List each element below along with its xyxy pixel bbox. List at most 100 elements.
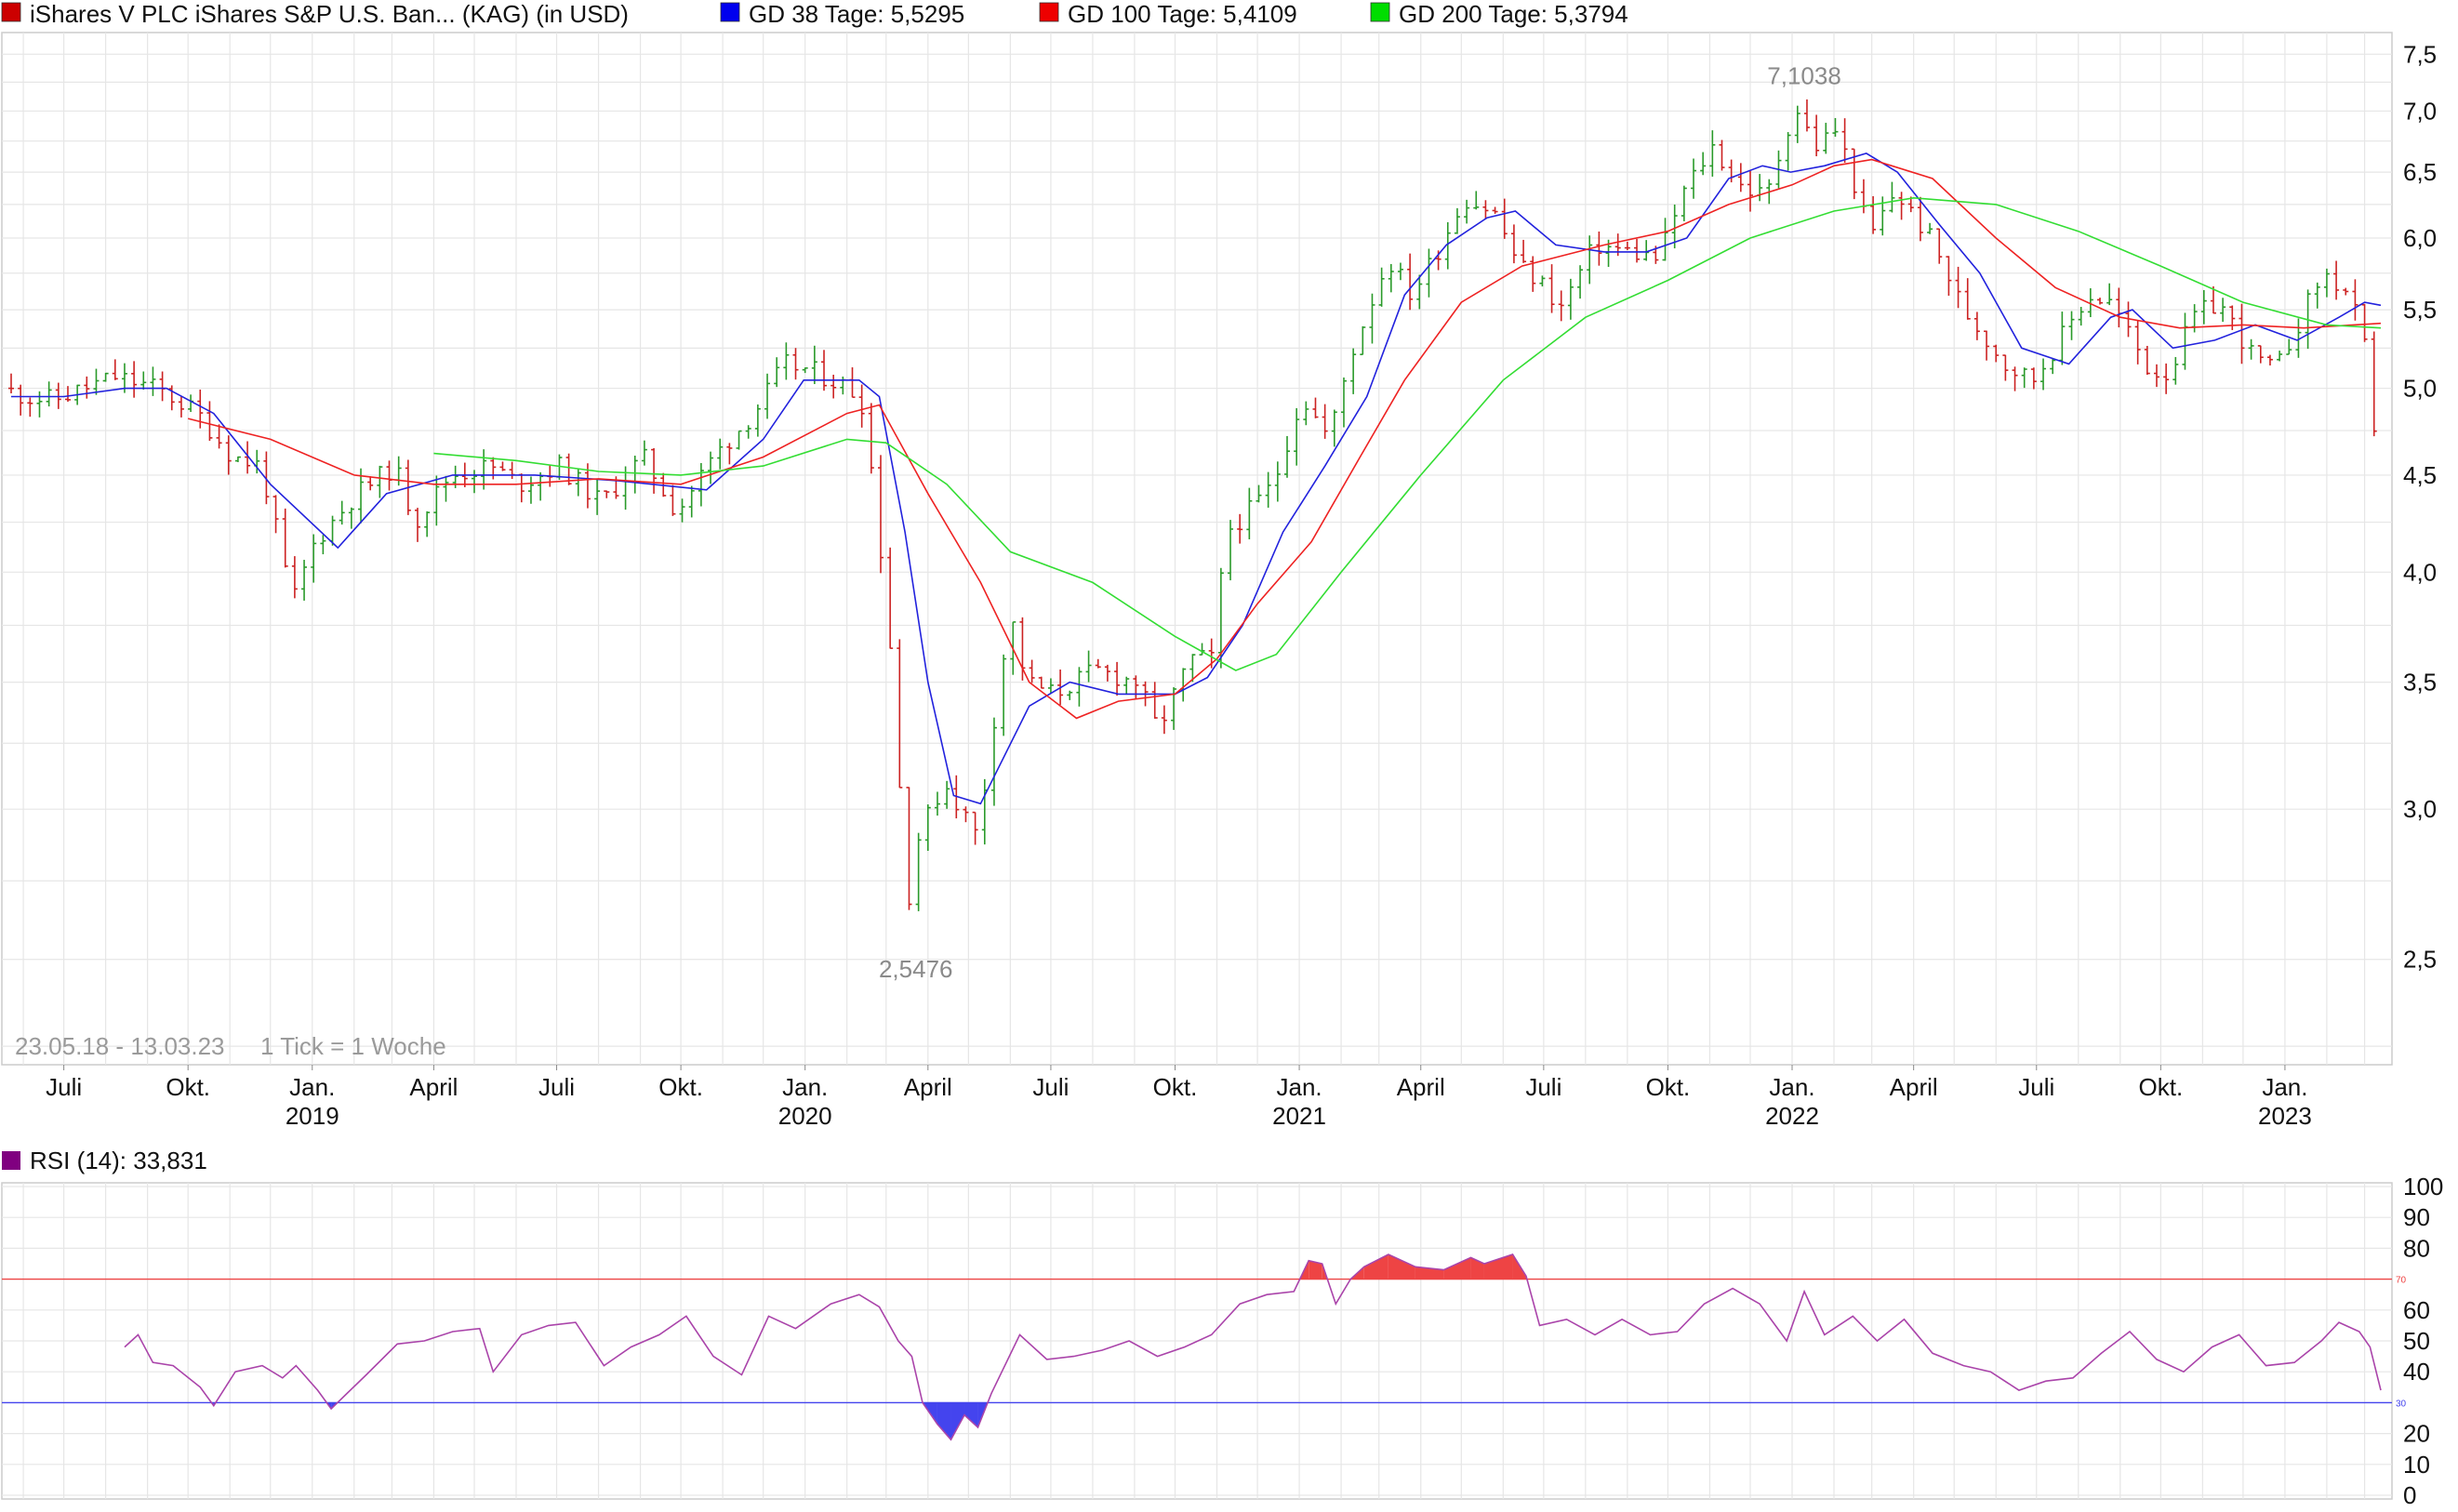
price-panel: 7,1038 2,5476 7,5 7,0 6,5 6,0 5,5 5,0 4,5 4,0 3,5… (1, 32, 2437, 1130)
ohlc-bar (2163, 363, 2170, 394)
ohlc-bar (272, 495, 279, 534)
ohlc-bar (1737, 163, 1744, 192)
legend-label: GD 100 Tage: 5,4109 (1068, 0, 1297, 28)
ohlc-bar (934, 791, 940, 816)
price-x-tick: April (1890, 1073, 1938, 1101)
ohlc-bar (1889, 181, 1895, 213)
ohlc-bar (2333, 260, 2340, 300)
ohlc-bar (1217, 567, 1224, 669)
ohlc-bar (499, 461, 506, 471)
price-x-tick: Juli (46, 1073, 82, 1101)
ohlc-bar (736, 430, 742, 450)
ohlc-bar (1785, 132, 1791, 171)
ohlc-bar (1085, 650, 1092, 683)
price-x-tick: Jan. (2262, 1073, 2307, 1101)
ohlc-bar (745, 425, 751, 439)
ohlc-bar (1984, 330, 1990, 361)
ohlc-bar (1161, 705, 1167, 735)
ohlc-bar (1558, 290, 1564, 322)
ohlc-bar (963, 806, 969, 823)
price-annotations: 7,1038 2,5476 (879, 61, 1841, 983)
ohlc-bar (1671, 204, 1678, 249)
rsi-oversold-area (964, 1402, 978, 1427)
ohlc-bar (2220, 298, 2226, 323)
ohlc-bar (1898, 192, 1905, 220)
ohlc-bar (2182, 312, 2188, 370)
ohlc-bar (301, 560, 308, 601)
ohlc-bar (225, 435, 232, 475)
ohlc-bar (245, 441, 251, 474)
price-x-year: 2023 (2258, 1102, 2312, 1130)
ohlc-bar (1501, 198, 1508, 239)
ohlc-bar (972, 811, 978, 845)
rsi-line-path (124, 1253, 2382, 1441)
ohlc-bar (726, 443, 733, 465)
ohlc-bar (1548, 264, 1555, 313)
ohlc-bar (320, 535, 326, 555)
ohlc-bar (1596, 231, 1602, 266)
ohlc-bar (168, 385, 175, 411)
ohlc-bar (604, 490, 610, 498)
rsi-y-axis: 100 90 80 60 50 40 20 100 (2403, 1173, 2443, 1509)
low-annotation: 2,5476 (879, 955, 953, 983)
ohlc-bar (112, 359, 118, 380)
ohlc-bar (2106, 283, 2113, 306)
ohlc-bar (1567, 278, 1574, 320)
ohlc-bar (216, 424, 222, 449)
ohlc-bar (2050, 358, 2056, 375)
rsi-panel: 70 30 100 90 80 60 50 40 20 100 (1, 1173, 2443, 1509)
ohlc-bar (8, 373, 14, 394)
ohlc-bar (1993, 344, 2000, 363)
ma-line-gd-38-tage (11, 153, 2382, 805)
ohlc-bar (1927, 222, 1933, 234)
rsi-overbought-area (1309, 1260, 1322, 1280)
price-y-tick: 2,5 (2403, 946, 2437, 974)
ohlc-bar (102, 372, 109, 382)
ohlc-bar (2030, 367, 2037, 390)
price-x-tick: Jan. (289, 1073, 335, 1101)
price-x-tick: Juli (1525, 1073, 1561, 1101)
ohlc-bar (708, 451, 714, 484)
price-y-tick: 6,0 (2403, 224, 2437, 252)
ohlc-bar (2012, 366, 2018, 391)
ohlc-bar (811, 345, 817, 385)
ohlc-bar (754, 404, 761, 437)
ohlc-bar (783, 342, 790, 380)
ohlc-bar (27, 397, 33, 418)
ohlc-bar (774, 357, 780, 388)
rsi-legend: RSI (14): 33,831 (2, 1147, 207, 1174)
ohlc-bar (1426, 248, 1432, 298)
price-x-year: 2022 (1765, 1102, 1819, 1130)
price-x-tick: Okt. (1153, 1073, 1198, 1101)
ohlc-bar (1256, 484, 1262, 503)
ohlc-bar (1067, 690, 1073, 700)
ohlc-bar (1946, 256, 1952, 297)
price-x-tick: Juli (1032, 1073, 1069, 1101)
price-x-year: 2020 (778, 1102, 832, 1130)
price-x-tick: Okt. (2139, 1073, 2184, 1101)
rsi-line (124, 1253, 2382, 1441)
price-x-tick: Juli (538, 1073, 575, 1101)
rsi-oversold-area (950, 1402, 965, 1440)
rsi-y-tick: 60 (2403, 1296, 2430, 1324)
price-legend: iShares V PLC iShares S&P U.S. Ban... (K… (1, 0, 1628, 28)
ohlc-bar (64, 386, 71, 402)
ohlc-bar (1228, 520, 1234, 581)
rsi-overbought-area (1483, 1254, 1513, 1280)
ohlc-bar (2266, 354, 2273, 366)
rsi-oversold-area (937, 1402, 951, 1440)
ohlc-bar (887, 547, 894, 649)
rsi-y-tick: 20 (2403, 1420, 2430, 1448)
price-y-tick: 4,5 (2403, 461, 2437, 489)
high-annotation: 7,1038 (1767, 61, 1841, 89)
price-grid (2, 33, 2392, 1065)
ohlc-bar (358, 468, 365, 524)
ohlc-bar (2361, 303, 2368, 342)
ohlc-bar (1973, 312, 1980, 340)
ohlc-bar (1587, 235, 1593, 285)
ohlc-bar (2153, 364, 2159, 388)
ohlc-bar (2257, 345, 2264, 364)
ohlc-bar (339, 500, 345, 525)
ohlc-bar (1823, 123, 1829, 154)
